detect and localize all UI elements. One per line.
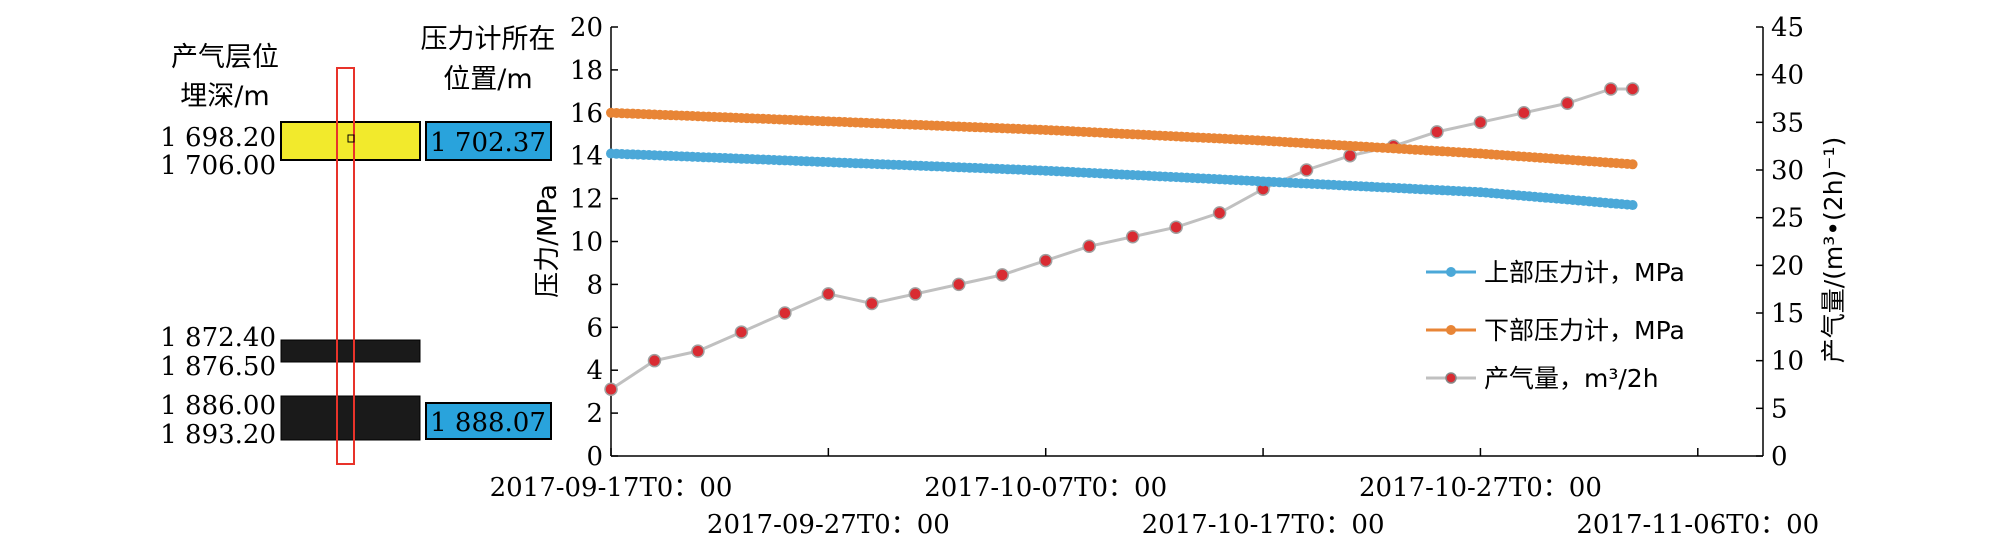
right-tick-label: 10 <box>1771 347 1804 377</box>
x-tick-label: 2017-10-17T0：00 <box>1142 510 1385 540</box>
right-tick-label: 30 <box>1771 156 1804 186</box>
gas-production-point <box>1082 239 1096 254</box>
left-tick-label: 14 <box>570 142 603 172</box>
left-axis-ticks: 0 2 4 6 8 10 12 14 16 18 20 <box>570 13 618 472</box>
layer-3-bottom-depth: 1 893.20 <box>160 420 276 450</box>
x-tick-label: 2017-11-06T0：00 <box>1576 510 1819 540</box>
gas-production-point <box>647 353 662 368</box>
perforation-marker <box>347 134 355 143</box>
gas-production-point <box>1604 82 1618 96</box>
gas-production-point <box>691 344 705 358</box>
gas-production-point <box>734 325 749 339</box>
production-layer-1 <box>280 121 421 161</box>
left-tick-label: 6 <box>586 313 603 343</box>
gas-production-point <box>1343 148 1357 163</box>
gas-production-point <box>821 287 836 301</box>
wellbore-outline <box>336 67 355 465</box>
gas-production-point <box>1560 96 1575 111</box>
lower-gauge-depth: 1 888.07 <box>430 408 546 438</box>
lower-gauge-point <box>1627 159 1638 170</box>
left-tick-label: 10 <box>570 228 603 258</box>
right-tick-label: 35 <box>1771 108 1804 138</box>
gauge-header-line2: 位置/m <box>443 64 532 95</box>
left-tick-label: 8 <box>586 270 603 300</box>
legend-gas-marker <box>1445 372 1457 384</box>
left-tick-label: 16 <box>570 99 603 129</box>
gas-production-point <box>1473 115 1488 130</box>
right-tick-label: 45 <box>1771 13 1804 43</box>
gas-production-point <box>1299 163 1314 177</box>
gas-production-point <box>995 268 1009 282</box>
right-tick-label: 0 <box>1771 442 1788 472</box>
gas-production-point <box>865 296 879 311</box>
production-layer-3 <box>280 395 421 441</box>
left-tick-label: 4 <box>586 356 603 386</box>
legend-lower-marker <box>1446 325 1456 335</box>
x-axis-ticks: 2017-09-17T0：00 2017-09-27T0：00 2017-10-07… <box>490 448 1819 540</box>
upper-gauge-depth: 1 702.37 <box>430 128 546 158</box>
gas-production-point <box>778 306 792 320</box>
gauge-header-line1: 压力计所在 <box>421 24 556 55</box>
right-tick-label: 20 <box>1771 251 1804 281</box>
left-tick-label: 12 <box>570 185 603 215</box>
gas-production-point <box>604 382 618 397</box>
layer-1-bottom-depth: 1 706.00 <box>160 151 276 181</box>
x-tick-label: 2017-09-27T0：00 <box>707 510 950 540</box>
x-tick-label: 2017-10-27T0：00 <box>1359 473 1602 503</box>
left-tick-label: 0 <box>586 442 603 472</box>
layer-3-top-depth: 1 886.00 <box>160 391 276 421</box>
gas-production-point <box>1125 229 1140 244</box>
gas-production-point <box>1517 106 1531 120</box>
left-axis-label: 压力/MPa <box>533 184 563 298</box>
chart: 0 2 4 6 8 10 12 14 16 18 20 0 5 10 15 20 25 30 35 40 45 201… <box>490 13 1848 540</box>
right-axis-label: 产气量/(m³•(2h)⁻¹) <box>1819 137 1848 364</box>
legend-upper-label: 上部压力计，MPa <box>1484 258 1685 287</box>
production-layer-2 <box>280 339 421 363</box>
gas-production-point <box>952 277 966 292</box>
left-tick-label: 18 <box>570 56 603 86</box>
gas-production-point <box>1625 82 1640 96</box>
layer-1-top-depth: 1 698.20 <box>160 123 276 153</box>
x-tick-label: 2017-10-07T0：00 <box>924 473 1167 503</box>
upper-gauge-series <box>606 148 1638 211</box>
strata-panel: 产气层位 埋深/m 压力计所在 位置/m 1 698.20 1 706.00 1… <box>160 24 556 465</box>
gas-production-point <box>1038 253 1053 268</box>
layer-2-bottom-depth: 1 876.50 <box>160 352 276 382</box>
depth-header-line2: 埋深/m <box>180 81 269 112</box>
right-tick-label: 25 <box>1771 204 1804 234</box>
right-tick-label: 15 <box>1771 299 1804 329</box>
depth-header-line1: 产气层位 <box>171 42 279 73</box>
left-tick-label: 20 <box>570 13 603 43</box>
right-tick-label: 5 <box>1771 394 1788 424</box>
legend: 上部压力计，MPa 下部压力计，MPa 产气量，m³/2h <box>1426 258 1685 393</box>
gas-production-point <box>1169 220 1183 234</box>
legend-gas-label: 产气量，m³/2h <box>1484 364 1659 393</box>
upper-gauge-box <box>425 121 552 161</box>
lower-gauge-box <box>425 402 552 440</box>
upper-gauge-point <box>1627 200 1638 211</box>
left-tick-label: 2 <box>586 399 603 429</box>
gas-production-point <box>908 287 923 301</box>
gas-production-point <box>1430 125 1444 139</box>
gas-production-point <box>1212 206 1227 220</box>
lower-gauge-series <box>606 107 1638 170</box>
gas-production-series <box>604 82 1640 397</box>
legend-upper-marker <box>1446 267 1456 277</box>
x-tick-label: 2017-09-17T0：00 <box>490 473 733 503</box>
layer-2-top-depth: 1 872.40 <box>160 323 276 353</box>
right-axis-ticks: 0 5 10 15 20 25 30 35 40 45 <box>1756 13 1804 472</box>
right-tick-label: 40 <box>1771 61 1804 91</box>
legend-lower-label: 下部压力计，MPa <box>1484 316 1685 345</box>
